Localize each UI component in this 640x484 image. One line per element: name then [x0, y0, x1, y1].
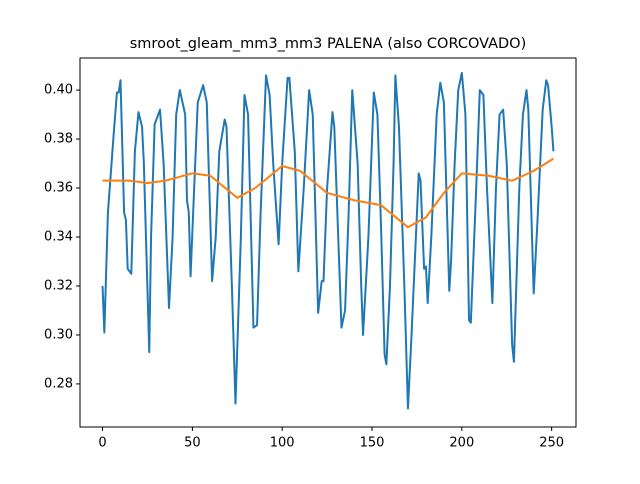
chart-title: smroot_gleam_mm3_mm3 PALENA (also CORCOV… — [130, 36, 527, 52]
y-tick-label: 0.28 — [44, 376, 73, 391]
x-tick-label: 100 — [270, 436, 295, 451]
x-tick-label: 250 — [539, 436, 564, 451]
line-series — [101, 71, 555, 410]
x-tick-label: 200 — [449, 436, 474, 451]
y-tick-label: 0.32 — [44, 278, 73, 293]
x-tick-label: 150 — [360, 436, 385, 451]
y-tick-label: 0.40 — [44, 83, 73, 98]
line-series — [102, 157, 554, 229]
y-tick-label: 0.38 — [44, 132, 73, 147]
x-tick-label: 50 — [184, 436, 201, 451]
y-tick-label: 0.30 — [44, 327, 73, 342]
y-tick-label: 0.34 — [44, 229, 73, 244]
x-tick-label: 0 — [98, 436, 106, 451]
plot-frame — [79, 57, 577, 428]
y-tick-label: 0.36 — [44, 181, 73, 196]
